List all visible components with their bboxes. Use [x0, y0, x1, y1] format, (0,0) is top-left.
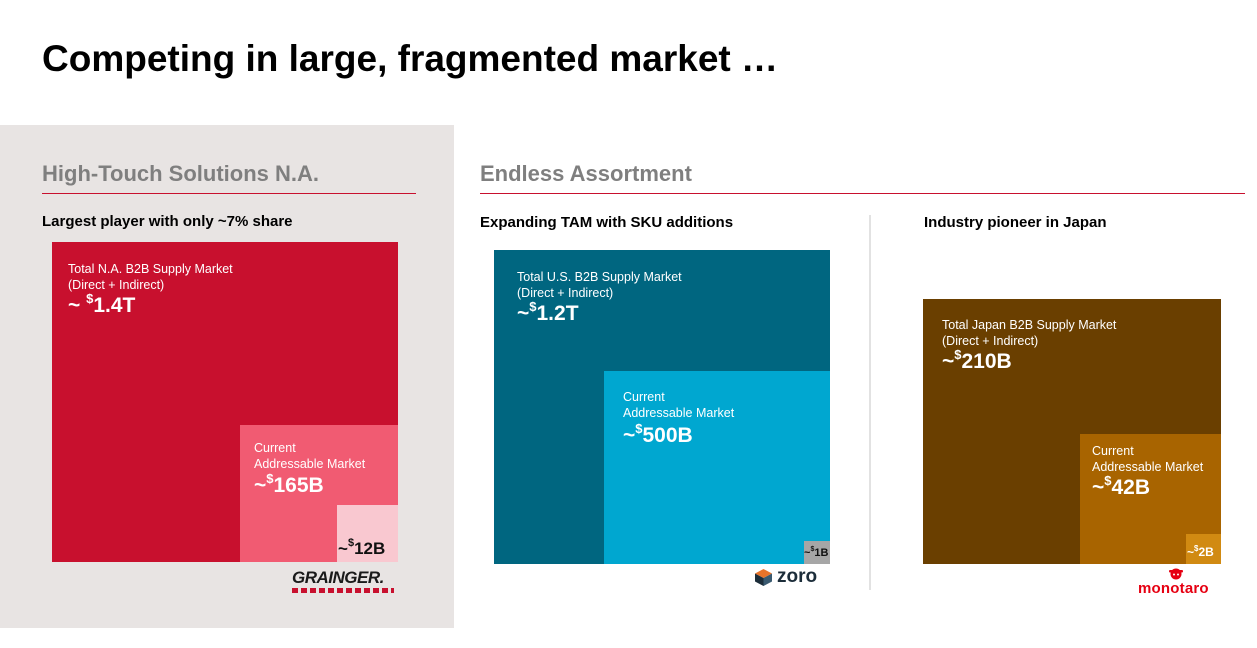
- japan-subheading: Industry pioneer in Japan: [924, 214, 1107, 231]
- japan-addressable-label: Current Addressable Market: [1092, 443, 1203, 475]
- zoro-logo-text: zoro: [777, 566, 818, 587]
- left-section-rule: [42, 193, 416, 194]
- us-total-currency: $: [529, 299, 537, 314]
- na-addressable-currency: $: [266, 471, 274, 486]
- na-addressable-label-line1: Current: [254, 441, 296, 455]
- us-company-value: ~$1B: [804, 546, 829, 559]
- japan-company-amount: 2B: [1198, 545, 1214, 559]
- us-total-label: Total U.S. B2B Supply Market (Direct + I…: [517, 269, 682, 301]
- na-company-prefix: ~: [338, 539, 348, 558]
- na-total-currency: $: [86, 291, 94, 306]
- us-addressable-currency: $: [635, 421, 643, 436]
- na-total-value: ~ $1.4T: [68, 291, 136, 318]
- us-addressable-market-box: [604, 371, 830, 564]
- us-addressable-amount: 500B: [642, 424, 693, 447]
- na-total-label-line2: (Direct + Indirect): [68, 278, 165, 292]
- us-addressable-label: Current Addressable Market: [623, 389, 734, 421]
- right-section-heading: Endless Assortment: [480, 161, 692, 186]
- zoro-logo: zoro: [755, 566, 830, 590]
- na-total-label-line1: Total N.A. B2B Supply Market: [68, 262, 233, 276]
- japan-addressable-prefix: ~: [1092, 476, 1105, 499]
- us-addressable-value: ~$500B: [623, 421, 693, 448]
- japan-company-prefix: ~: [1187, 545, 1195, 559]
- japan-total-value: ~$210B: [942, 347, 1012, 374]
- japan-total-label-line2: (Direct + Indirect): [942, 334, 1039, 348]
- grainger-logo-text: GRAINGER.: [292, 568, 384, 587]
- japan-company-currency: $: [1194, 544, 1199, 553]
- zoro-cube-icon: [755, 569, 772, 586]
- na-addressable-value: ~$165B: [254, 471, 324, 498]
- us-total-value: ~$1.2T: [517, 299, 579, 326]
- monotaro-logo: monotaro: [1138, 566, 1220, 600]
- monotaro-logo-text: monotaro: [1138, 580, 1209, 597]
- na-company-share-box: [337, 505, 398, 562]
- grainger-logo-stripes: [292, 588, 394, 593]
- left-section-subheading: Largest player with only ~7% share: [42, 213, 293, 230]
- japan-total-amount: 210B: [961, 350, 1012, 373]
- us-total-label-line2: (Direct + Indirect): [517, 286, 614, 300]
- na-addressable-prefix: ~: [254, 474, 267, 497]
- us-company-currency: $: [810, 546, 815, 553]
- page-title: Competing in large, fragmented market …: [42, 38, 779, 79]
- monotaro-mascot-icon: [1169, 568, 1183, 580]
- na-total-amount: 1.4T: [93, 294, 136, 317]
- japan-total-label: Total Japan B2B Supply Market (Direct + …: [942, 317, 1116, 349]
- us-total-label-line1: Total U.S. B2B Supply Market: [517, 270, 682, 284]
- na-company-amount: 12B: [354, 539, 386, 558]
- left-section-heading: High-Touch Solutions N.A.: [42, 161, 319, 186]
- na-total-label: Total N.A. B2B Supply Market (Direct + I…: [68, 261, 233, 293]
- us-company-prefix: ~: [804, 547, 811, 559]
- japan-company-value: ~$2B: [1187, 544, 1214, 559]
- japan-total-label-line1: Total Japan B2B Supply Market: [942, 318, 1117, 332]
- japan-addressable-value: ~$42B: [1092, 473, 1151, 500]
- na-total-prefix: ~: [68, 294, 87, 317]
- right-section-rule: [480, 193, 1245, 194]
- japan-addressable-label-line2: Addressable Market: [1092, 460, 1204, 474]
- us-addressable-label-line2: Addressable Market: [623, 406, 735, 420]
- grainger-logo: GRAINGER.: [292, 568, 396, 596]
- na-addressable-amount: 165B: [273, 474, 324, 497]
- us-subheading: Expanding TAM with SKU additions: [480, 214, 734, 231]
- us-company-amount: 1B: [814, 547, 829, 559]
- japan-company-share-box: [1186, 534, 1221, 564]
- na-addressable-label-line2: Addressable Market: [254, 457, 366, 471]
- na-addressable-label: Current Addressable Market: [254, 440, 365, 472]
- us-company-share-box: [804, 541, 830, 564]
- us-addressable-prefix: ~: [623, 424, 636, 447]
- japan-addressable-currency: $: [1104, 473, 1112, 488]
- japan-addressable-label-line1: Current: [1092, 444, 1134, 458]
- us-total-amount: 1.2T: [536, 302, 579, 325]
- japan-total-prefix: ~: [942, 350, 955, 373]
- na-company-currency: $: [347, 537, 355, 549]
- column-divider: [869, 215, 871, 590]
- us-addressable-label-line1: Current: [623, 390, 665, 404]
- japan-total-currency: $: [954, 347, 962, 362]
- us-total-prefix: ~: [517, 302, 530, 325]
- japan-addressable-amount: 42B: [1111, 476, 1151, 499]
- na-company-value: ~$12B: [338, 537, 386, 559]
